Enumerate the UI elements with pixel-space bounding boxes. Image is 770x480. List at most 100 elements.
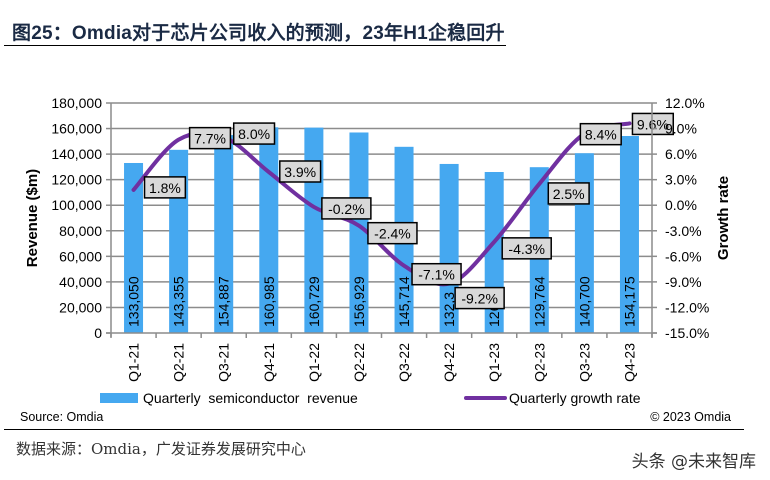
x-tick-label: Q2-22	[351, 343, 367, 382]
bar	[124, 162, 144, 333]
y2-tick-label: 12.0%	[665, 95, 705, 111]
x-tick-label: Q1-23	[486, 343, 502, 382]
source-note: Source: Omdia	[20, 410, 103, 424]
y-tick-label: 140,000	[51, 146, 102, 162]
growth-label-box	[547, 182, 590, 205]
growth-label-box	[631, 112, 675, 136]
x-axis-ticks: Q1-21 Q2-21 Q3-21 Q4-21 Q1-22 Q2-22 Q3-22 Q4-22…	[126, 343, 638, 382]
y2-axis-title: Growth rate	[715, 176, 732, 260]
copyright-note: © 2023 Omdia	[650, 410, 731, 424]
bar-value-label: 143,355	[171, 276, 187, 327]
growth-label: 7.7%	[188, 126, 232, 150]
growth-label-text: -0.2%	[328, 201, 365, 217]
left-axis-ticks: 0 20,000 40,000 60,000 80,000 100,000 120,000 1…	[51, 95, 102, 341]
x-tick-label: Q4-23	[621, 343, 637, 382]
growth-label-box	[579, 122, 622, 146]
growth-label: 8.0%	[232, 122, 276, 145]
right-axis-ticks: -15.0% -12.0% -9.0% -6.0% -3.0% 0.0% 3.0% 6.0% 9…	[665, 95, 709, 341]
x-tick-label: Q3-21	[216, 343, 232, 382]
growth-label-text: 3.9%	[284, 164, 316, 180]
bar-value-label: 160,729	[306, 276, 322, 327]
x-tick-label: Q1-22	[306, 343, 322, 382]
y-tick-label: 0	[94, 325, 102, 341]
y2-tick-label: -15.0%	[665, 325, 709, 341]
legend-swatch-revenue	[100, 393, 138, 403]
growth-label: -0.2%	[321, 197, 372, 220]
legend: Quarterly semiconductor revenue Quarterl…	[100, 390, 641, 406]
bar	[619, 135, 639, 333]
axes	[106, 102, 657, 338]
growth-label-text: 9.6%	[637, 116, 669, 132]
x-tick-label: Q4-21	[261, 343, 277, 382]
bar	[259, 127, 279, 334]
growth-label-box	[279, 160, 322, 183]
y-tick-label: 20,000	[59, 299, 102, 315]
x-tick-label: Q4-22	[441, 343, 457, 382]
bar	[349, 132, 369, 333]
bar-value-label: 154,887	[216, 276, 232, 327]
growth-label-box	[143, 176, 187, 199]
growth-label: -2.4%	[367, 221, 418, 245]
watermark: 头条 @未来智库	[631, 452, 756, 472]
y-tick-label: 160,000	[51, 121, 102, 137]
data-source: 数据来源：Omdia，广发证券发展研究中心	[16, 440, 306, 458]
bar-value-label: 132,3	[441, 292, 457, 327]
growth-label-box	[367, 221, 418, 245]
y2-tick-label: -6.0%	[665, 248, 702, 264]
line-labels: 1.8% 7.7% 8.0% 3.9% -0.2% -2.4% -7.1% -9.2% -4.3…	[143, 112, 675, 310]
growth-label: -9.2%	[454, 286, 505, 310]
y-tick-label: 120,000	[51, 172, 102, 188]
growth-label-box	[454, 286, 505, 310]
x-tick-label: Q2-23	[531, 343, 547, 382]
y-tick-label: 100,000	[51, 197, 102, 213]
bar-value-label: 160,985	[261, 276, 277, 327]
y-tick-label: 80,000	[59, 223, 102, 239]
growth-label-box	[232, 122, 276, 145]
bar-value-label: 145,714	[396, 276, 412, 327]
y2-tick-label: 0.0%	[665, 197, 697, 213]
growth-label-box	[501, 237, 552, 260]
bar-labels: 133,050 143,355 154,887 160,985 160,729 156,9…	[126, 276, 638, 327]
growth-label-box	[188, 126, 232, 150]
growth-label: -7.1%	[411, 262, 462, 286]
legend-label-revenue: Quarterly semiconductor revenue	[143, 390, 358, 406]
bar-value-label: 129,764	[531, 276, 547, 327]
growth-label: 8.4%	[579, 122, 622, 146]
footer-divider	[4, 429, 744, 430]
y2-tick-label: -12.0%	[665, 299, 709, 315]
y2-tick-label: 6.0%	[665, 146, 697, 162]
growth-label-text: 1.8%	[149, 180, 181, 196]
chart: 133,050 143,355 154,887 160,985 160,729 156,9…	[20, 95, 732, 424]
x-tick-label: Q3-23	[576, 343, 592, 382]
y-tick-label: 40,000	[59, 274, 102, 290]
x-tick-label: Q1-21	[126, 343, 142, 382]
title-divider	[4, 45, 506, 46]
growth-label: -4.3%	[501, 237, 552, 260]
growth-label-text: -4.3%	[508, 241, 545, 257]
bar	[214, 135, 234, 333]
bar	[439, 163, 459, 333]
growth-label: 2.5%	[547, 182, 590, 205]
bar-value-label: 133,050	[126, 276, 142, 327]
growth-label-text: 8.4%	[585, 127, 617, 143]
bar-value-label: 140,700	[576, 276, 592, 327]
y2-tick-label: -9.0%	[665, 274, 702, 290]
growth-label-box	[321, 197, 372, 220]
growth-label-text: -7.1%	[418, 267, 455, 283]
growth-label-text: 7.7%	[194, 131, 226, 147]
growth-label-text: 2.5%	[553, 186, 585, 202]
x-tick-label: Q3-22	[396, 343, 412, 382]
growth-label-box	[411, 262, 462, 286]
growth-label-text: 8.0%	[238, 126, 270, 142]
bar-value-label: 154,175	[621, 276, 637, 327]
y-axis-title: Revenue ($m)	[24, 169, 41, 267]
growth-label: 3.9%	[279, 160, 322, 183]
y2-tick-label: 9.0%	[665, 121, 697, 137]
y-tick-label: 180,000	[51, 95, 102, 111]
growth-label-text: -2.4%	[374, 226, 411, 242]
bar-value-label: 156,929	[351, 276, 367, 327]
figure-title: 图25：Omdia对于芯片公司收入的预测，23年H1企稳回升	[12, 23, 505, 44]
y2-tick-label: 3.0%	[665, 172, 697, 188]
y-tick-label: 60,000	[59, 248, 102, 264]
growth-label-text: -9.2%	[461, 291, 498, 307]
